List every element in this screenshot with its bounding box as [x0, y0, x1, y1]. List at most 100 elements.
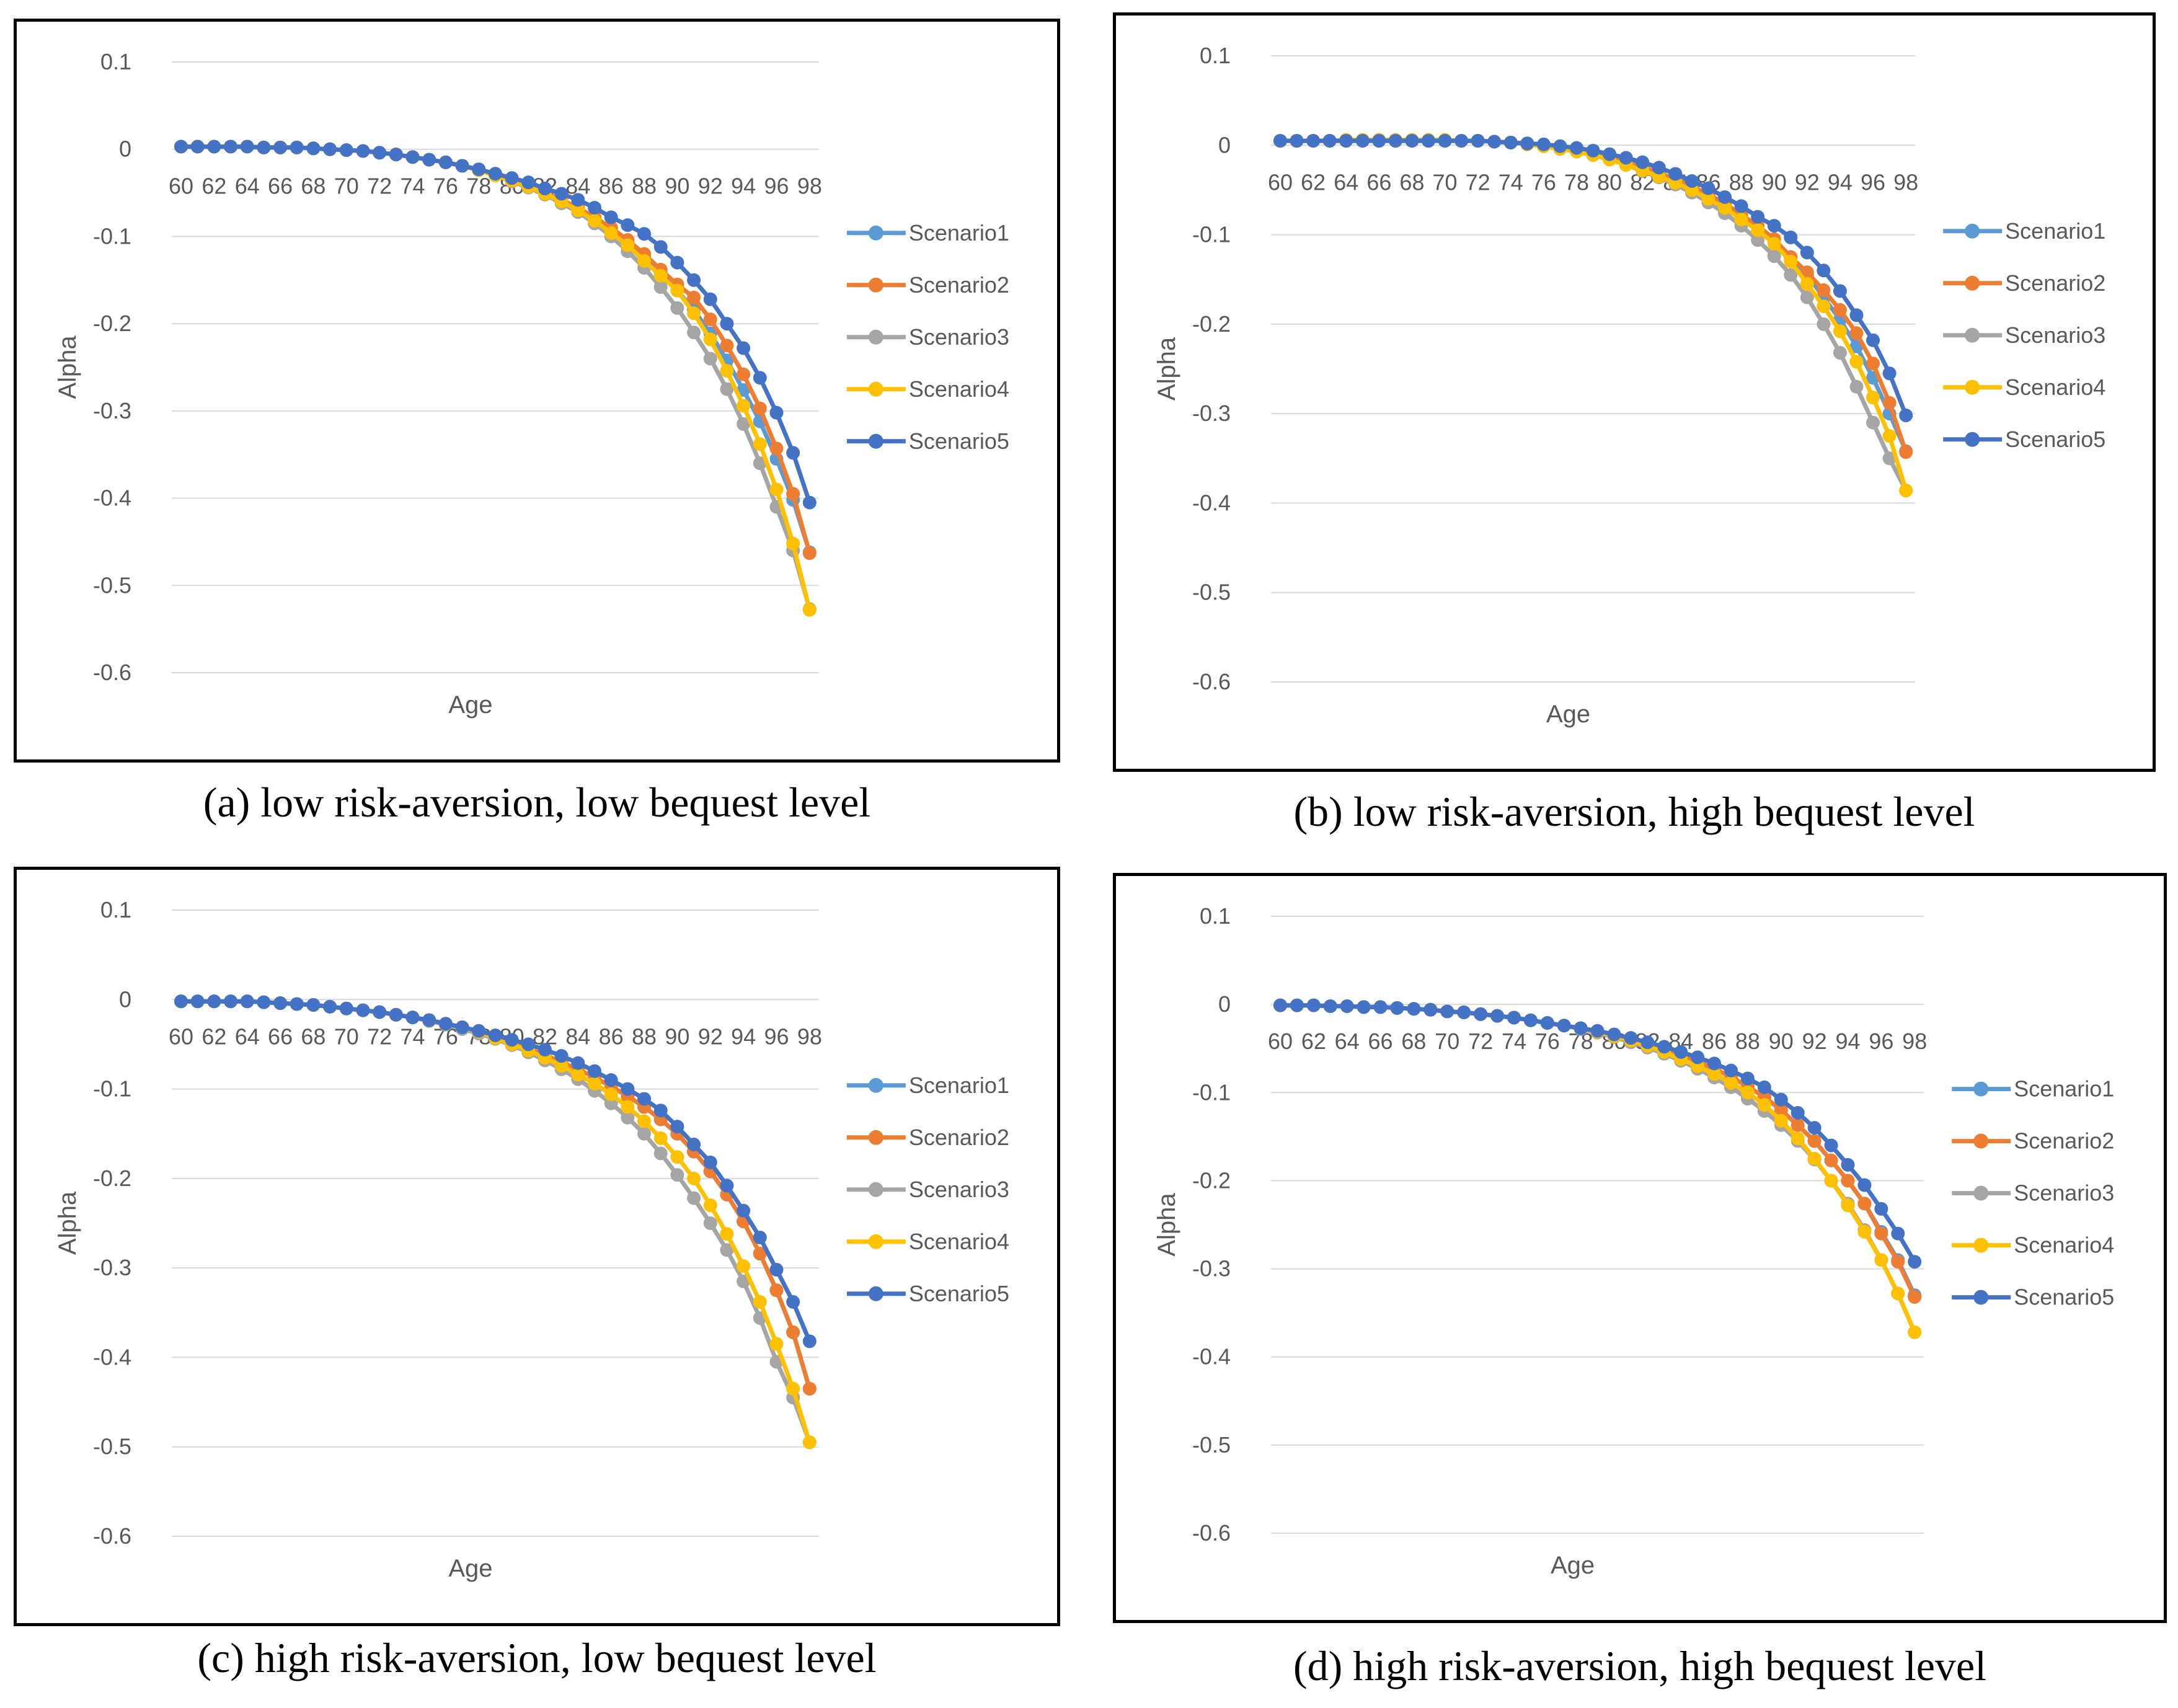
chart-d-point-scenario2 [1791, 1118, 1805, 1132]
chart-a-x-tick-label: 72 [367, 174, 392, 199]
chart-a-y-tick-label: -0.5 [93, 572, 131, 598]
chart-a-point-scenario5 [339, 143, 353, 157]
chart-c-point-scenario5 [207, 994, 221, 1009]
chart-b-legend-label: Scenario4 [2005, 374, 2105, 400]
chart-b-point-scenario5 [1487, 135, 1502, 149]
chart-a-point-scenario5 [687, 273, 701, 287]
chart-b-y-tick-label: -0.4 [1192, 490, 1231, 515]
chart-a-point-scenario5 [224, 139, 238, 154]
chart-c-point-scenario4 [720, 1227, 734, 1241]
chart-c-x-tick-label: 70 [334, 1024, 359, 1049]
chart-a-point-scenario5 [753, 371, 767, 385]
caption-b: (b) low risk-aversion, high bequest leve… [1293, 788, 1975, 835]
chart-c-point-scenario5 [769, 1263, 784, 1277]
chart-d-point-scenario5 [1373, 1000, 1388, 1014]
chart-c-legend-marker [868, 1130, 883, 1145]
chart-a-point-scenario5 [488, 167, 502, 181]
chart-c-legend-label: Scenario2 [909, 1125, 1009, 1150]
chart-c-point-scenario3 [720, 1243, 734, 1257]
chart-b-svg: 0.1 0 -0.1 -0.2 -0.3 -0.4 -0.5 -0.6 60 62 64 66 68 70… [1153, 43, 2105, 728]
chart-b-point-scenario5 [1767, 219, 1781, 233]
chart-c-point-scenario4 [588, 1076, 601, 1091]
chart-a-x-tick-label: 68 [301, 174, 325, 199]
chart-c-point-scenario5 [422, 1013, 436, 1027]
chart-c-x-tick-label: 64 [235, 1024, 260, 1049]
chart-d-point-scenario5 [1306, 998, 1321, 1012]
chart-c-y-tick-label: -0.6 [93, 1523, 131, 1549]
chart-b-point-scenario5 [1817, 263, 1831, 278]
chart-a-point-scenario3 [753, 456, 767, 471]
chart-a-point-scenario5 [207, 139, 221, 154]
chart-c-point-scenario5 [521, 1037, 536, 1051]
chart-a-point-scenario2 [720, 339, 734, 353]
caption-c: (c) high risk-aversion, low bequest leve… [197, 1634, 877, 1681]
chart-b-point-scenario2 [1817, 283, 1831, 298]
chart-d-x-tick-label: 74 [1502, 1029, 1526, 1054]
chart-a-y-tick-label: 0.1 [100, 49, 131, 74]
chart-b-legend-label: Scenario3 [2005, 322, 2105, 348]
chart-d-legend-label: Scenario5 [2014, 1285, 2114, 1310]
chart-c-point-scenario4 [703, 1198, 717, 1213]
chart-c-point-scenario3 [703, 1216, 717, 1230]
chart-d-point-scenario5 [1607, 1027, 1621, 1042]
chart-c-point-scenario5 [438, 1017, 453, 1031]
chart-panel-c: 0.1 0 -0.1 -0.2 -0.3 -0.4 -0.5 -0.6 60 62 64 66 68 70… [14, 867, 1060, 1626]
chart-a-legend-label: Scenario2 [909, 272, 1009, 298]
chart-b-point-scenario5 [1422, 134, 1436, 148]
chart-c-y-axis-title: Alpha [54, 1191, 81, 1255]
chart-a-y-tick-label: -0.3 [93, 398, 131, 423]
chart-b-x-tick-label: 80 [1597, 169, 1622, 195]
chart-a-legend-marker [868, 329, 883, 345]
chart-a-x-tick-label: 98 [797, 174, 822, 199]
chart-d-point-scenario2 [1874, 1226, 1888, 1241]
chart-a-point-scenario4 [571, 203, 585, 218]
chart-c-point-scenario4 [802, 1435, 817, 1449]
chart-a-point-scenario5 [737, 341, 751, 355]
chart-a-x-tick-label: 88 [632, 174, 657, 199]
chart-c-point-scenario5 [472, 1024, 486, 1038]
chart-c-x-tick-label: 90 [665, 1024, 689, 1049]
chart-c-x-tick-label: 60 [169, 1024, 193, 1049]
chart-c-point-scenario3 [637, 1126, 652, 1141]
chart-c-point-scenario4 [571, 1068, 585, 1082]
chart-b-y-axis-title: Alpha [1153, 337, 1180, 400]
chart-c-point-scenario5 [588, 1064, 601, 1078]
chart-b-point-scenario5 [1899, 409, 1913, 423]
chart-b-point-scenario4 [1817, 299, 1831, 313]
chart-b-point-scenario5 [1586, 143, 1600, 157]
chart-d-point-scenario5 [1290, 998, 1304, 1012]
chart-d-x-tick-label: 98 [1902, 1029, 1927, 1054]
chart-a-point-scenario4 [753, 437, 767, 451]
chart-c-legend-label: Scenario1 [909, 1073, 1009, 1098]
chart-c-x-tick-label: 72 [367, 1024, 392, 1049]
chart-b-point-scenario5 [1570, 141, 1584, 155]
chart-d-point-scenario4 [1791, 1131, 1805, 1146]
chart-a-point-scenario5 [720, 317, 734, 331]
chart-d-point-scenario5 [1757, 1080, 1771, 1094]
chart-a-point-scenario4 [588, 214, 601, 228]
chart-d-y-tick-label: 0.1 [1200, 903, 1231, 929]
chart-a-x-tick-label: 70 [334, 174, 359, 199]
chart-c-legend-label: Scenario5 [909, 1281, 1009, 1306]
chart-c-x-tick-label: 88 [632, 1024, 657, 1049]
chart-b-point-scenario5 [1339, 134, 1353, 148]
chart-c-point-scenario5 [455, 1020, 469, 1035]
chart-d-point-scenario5 [1824, 1138, 1838, 1153]
chart-b-point-scenario4 [1734, 213, 1748, 227]
chart-c-point-scenario5 [670, 1120, 684, 1134]
chart-a-point-scenario4 [687, 306, 701, 321]
chart-d-y-axis-title: Alpha [1153, 1193, 1180, 1257]
chart-d-point-scenario5 [1457, 1005, 1471, 1019]
chart-c-point-scenario5 [505, 1033, 519, 1047]
chart-c-point-scenario2 [769, 1283, 784, 1298]
chart-c-point-scenario4 [753, 1294, 767, 1309]
chart-a-point-scenario5 [422, 153, 436, 167]
chart-c-point-scenario3 [670, 1168, 684, 1182]
chart-c-point-scenario5 [257, 995, 271, 1009]
chart-d-point-scenario5 [1340, 999, 1354, 1013]
chart-a-series-line-scenario4 [181, 144, 812, 611]
chart-d-point-scenario2 [1908, 1290, 1922, 1304]
chart-b-y-tick-label: 0 [1218, 132, 1231, 157]
chart-d-point-scenario5 [1657, 1040, 1671, 1054]
chart-d-point-scenario5 [1624, 1031, 1638, 1045]
